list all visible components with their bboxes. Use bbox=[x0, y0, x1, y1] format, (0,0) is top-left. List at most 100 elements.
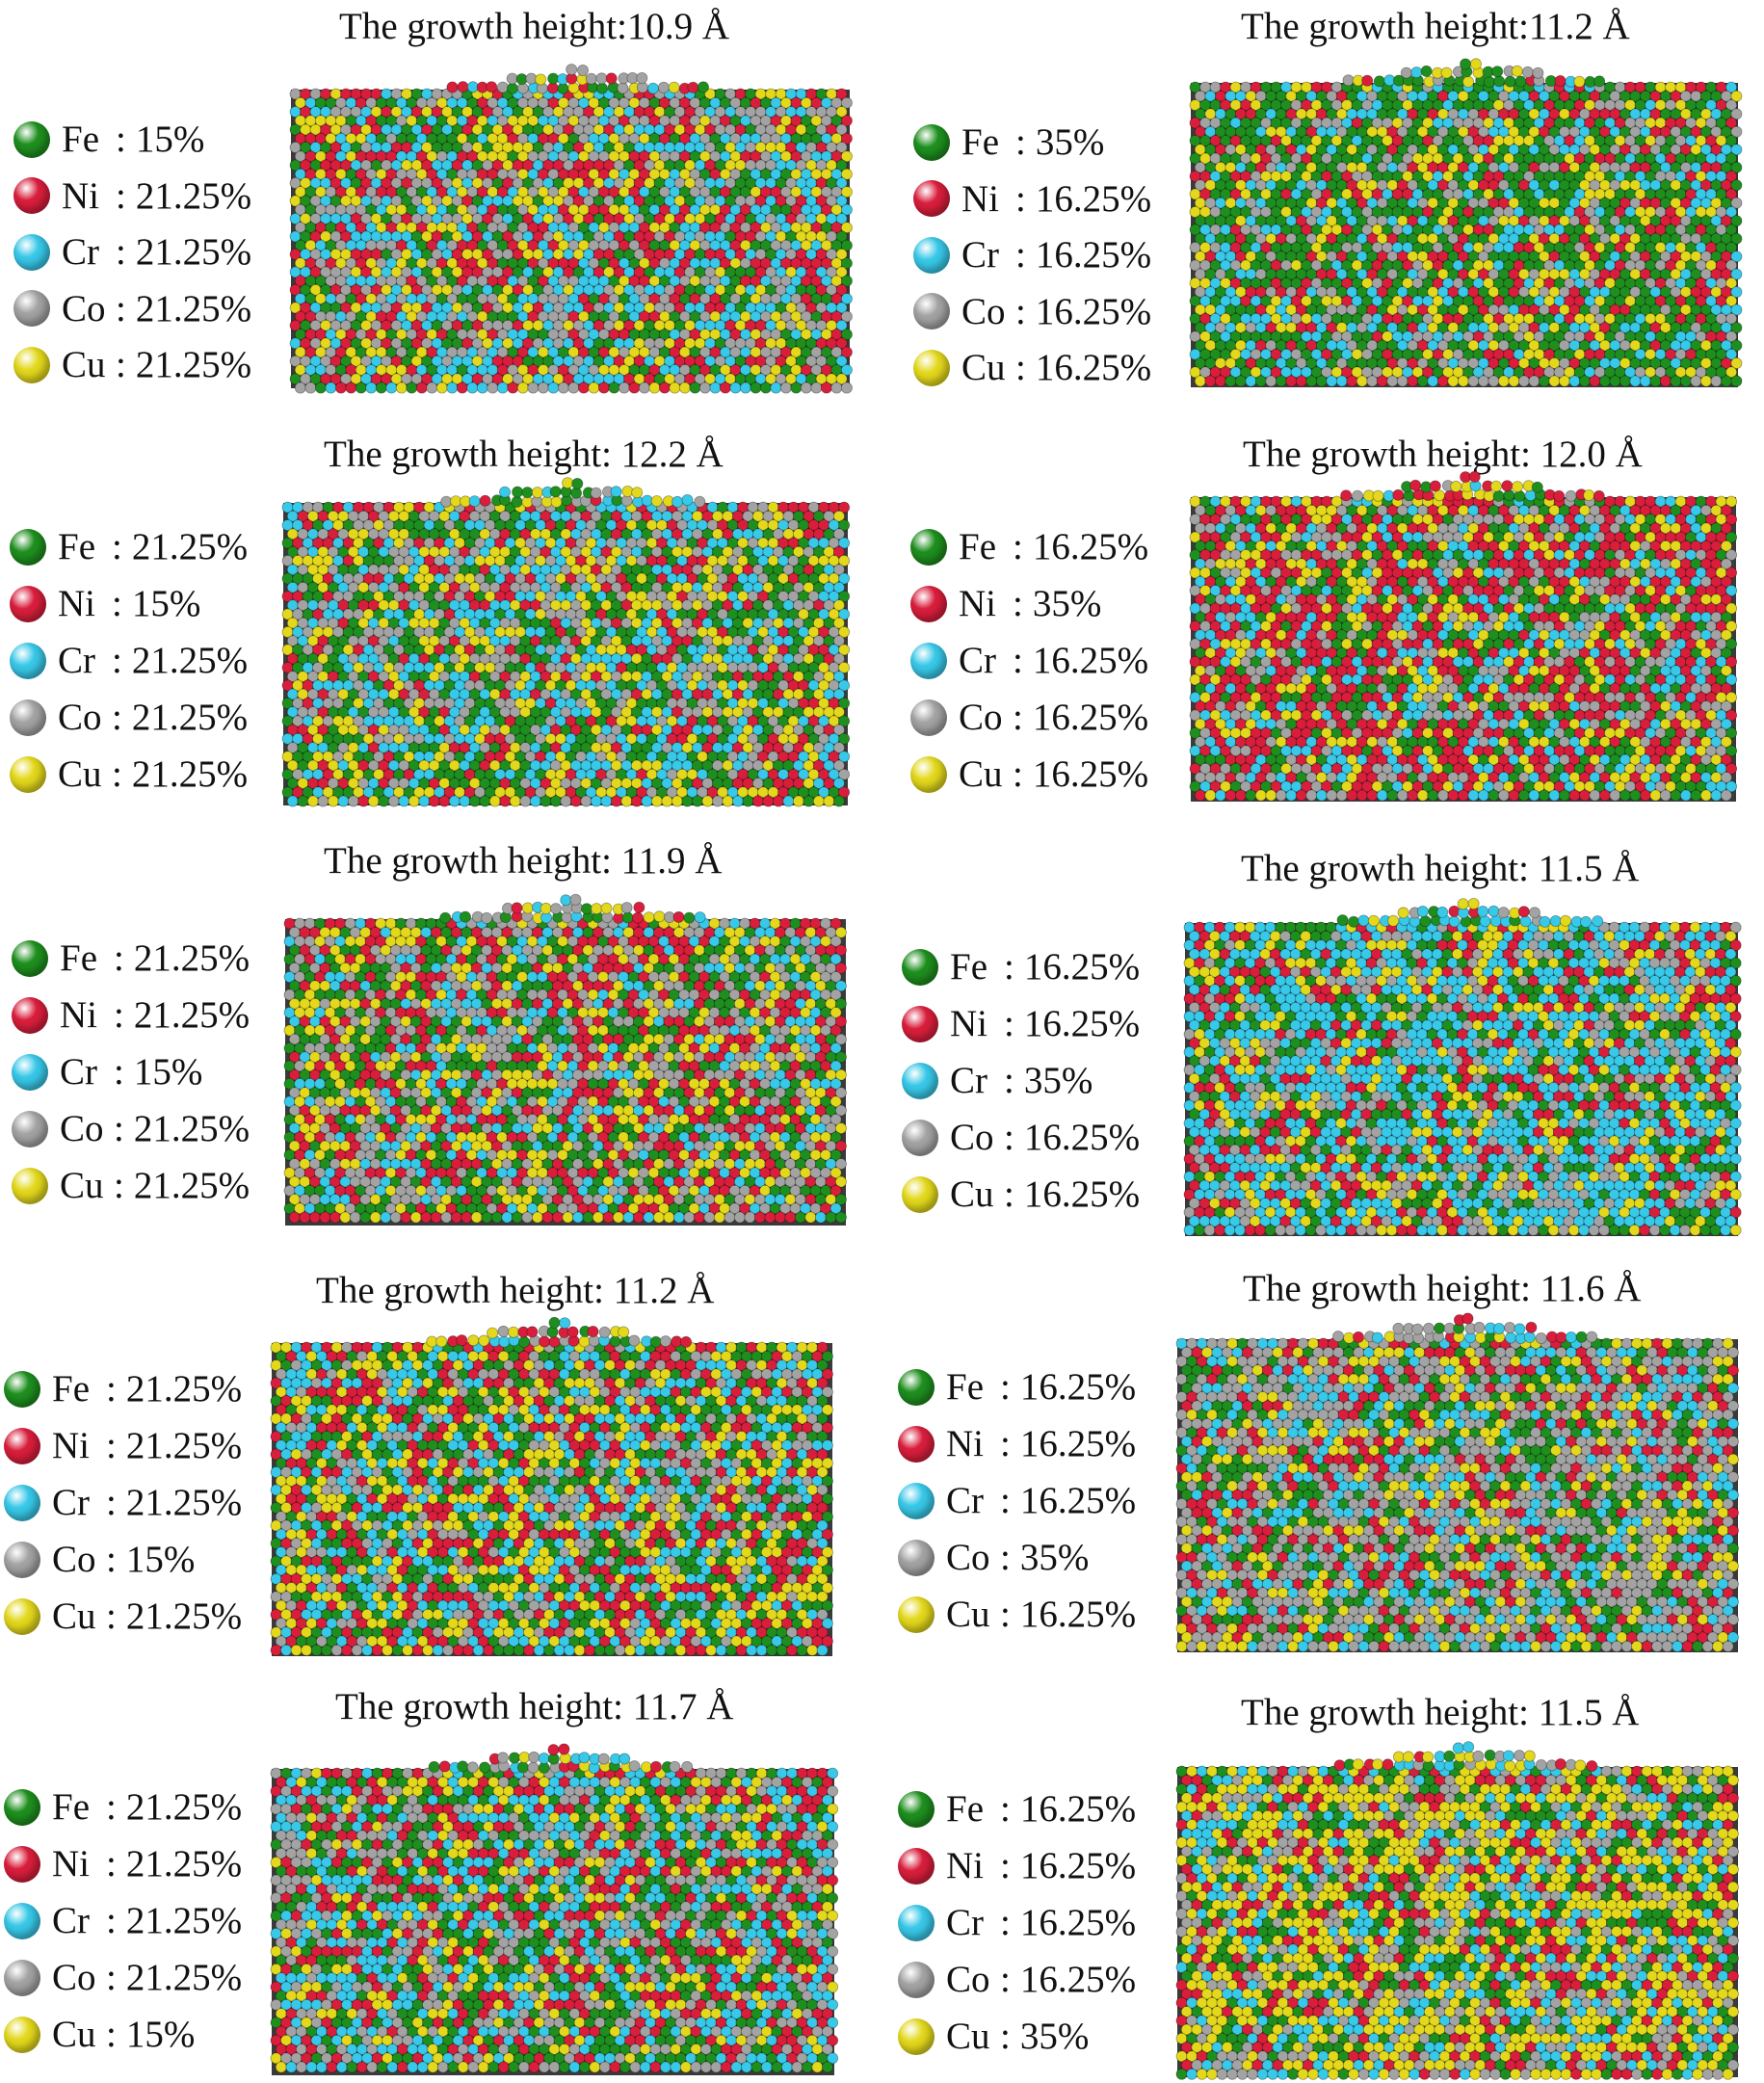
legend-item-cr: Cr:16.25% bbox=[910, 642, 1148, 679]
separator: : bbox=[112, 753, 122, 795]
legend-item-cr: Cr:16.25% bbox=[913, 236, 1151, 274]
atom-sphere-icon bbox=[910, 585, 947, 622]
element-fraction: 21.25% bbox=[125, 1900, 243, 1941]
separator: : bbox=[106, 1482, 117, 1523]
element-fraction: 21.25% bbox=[125, 1425, 243, 1466]
atom-sphere-icon bbox=[13, 346, 50, 383]
element-symbol: Cu bbox=[58, 753, 102, 795]
atom-slab-image bbox=[283, 893, 847, 1226]
separator: : bbox=[112, 526, 122, 567]
legend-item-cu: Cu:16.25% bbox=[913, 349, 1151, 386]
separator: : bbox=[112, 583, 122, 624]
element-symbol: Cr bbox=[52, 1482, 90, 1523]
element-symbol: Co bbox=[62, 287, 106, 330]
separator: : bbox=[1000, 1959, 1011, 2000]
element-fraction: 15% bbox=[125, 1539, 196, 1580]
separator: : bbox=[1000, 1594, 1011, 1635]
legend-item-ni: Ni:21.25% bbox=[12, 996, 250, 1034]
panel-title: The growth height:11.2 Å bbox=[1241, 6, 1630, 47]
legend-item-co: Co:21.25% bbox=[12, 1110, 250, 1147]
panel-title: The growth height: 11.6 Å bbox=[1243, 1268, 1642, 1309]
atom-sphere-icon bbox=[13, 177, 50, 214]
element-symbol: Cu bbox=[950, 1173, 994, 1215]
separator: : bbox=[106, 1539, 117, 1580]
atom-sphere-icon bbox=[12, 1053, 48, 1091]
legend-item-co: Co:15% bbox=[4, 1541, 195, 1578]
atom-sphere-icon bbox=[898, 1482, 935, 1519]
legend-item-ni: Ni:15% bbox=[10, 585, 200, 622]
element-symbol: Ni bbox=[52, 1843, 90, 1885]
separator: : bbox=[1004, 1173, 1014, 1215]
legend-item-cr: Cr:21.25% bbox=[4, 1484, 242, 1521]
atom-sphere-icon bbox=[4, 1597, 40, 1635]
element-symbol: Ni bbox=[62, 174, 99, 217]
legend-item-ni: Ni:21.25% bbox=[4, 1427, 242, 1464]
panel-title: The growth height: 11.7 Å bbox=[335, 1686, 734, 1727]
element-symbol: Fe bbox=[60, 937, 97, 979]
atom-sphere-icon bbox=[910, 528, 947, 566]
separator: : bbox=[1013, 697, 1023, 738]
element-fraction: 16.25% bbox=[1035, 290, 1152, 332]
atom-slab-image bbox=[270, 1316, 833, 1656]
atom-sphere-icon bbox=[4, 2016, 40, 2053]
element-fraction: 21.25% bbox=[125, 1482, 243, 1523]
separator: : bbox=[1000, 1902, 1011, 1943]
separator: : bbox=[116, 344, 126, 385]
atom-slab-image bbox=[1189, 58, 1743, 387]
element-symbol: Fe bbox=[946, 1366, 984, 1408]
element-fraction: 21.25% bbox=[125, 1786, 243, 1828]
atom-sphere-icon bbox=[4, 1370, 40, 1408]
atom-sphere-icon bbox=[4, 1788, 40, 1826]
atom-sphere-icon bbox=[898, 1425, 935, 1463]
legend-item-cu: Cu:16.25% bbox=[910, 755, 1148, 793]
element-fraction: 21.25% bbox=[133, 1165, 250, 1206]
element-symbol: Fe bbox=[961, 121, 999, 163]
element-symbol: Fe bbox=[959, 526, 996, 567]
element-fraction: 21.25% bbox=[135, 231, 252, 273]
element-fraction: 16.25% bbox=[1032, 526, 1149, 567]
legend-item-ni: Ni:21.25% bbox=[13, 177, 251, 215]
element-symbol: Fe bbox=[58, 526, 95, 567]
atom-sphere-icon bbox=[10, 699, 46, 736]
separator: : bbox=[1004, 1003, 1014, 1044]
atom-slab-image bbox=[1183, 898, 1742, 1236]
separator: : bbox=[114, 994, 124, 1036]
element-fraction: 15% bbox=[133, 1051, 203, 1093]
atom-slab-image bbox=[289, 64, 853, 394]
panel-title: The growth height: 11.5 Å bbox=[1241, 848, 1640, 889]
element-symbol: Ni bbox=[52, 1425, 90, 1466]
panel-title: The growth height: 11.9 Å bbox=[324, 840, 723, 882]
separator: : bbox=[106, 1900, 117, 1941]
legend-item-fe: Fe:16.25% bbox=[898, 1368, 1136, 1406]
separator: : bbox=[106, 1368, 117, 1410]
legend-item-fe: Fe:35% bbox=[913, 123, 1104, 161]
legend-item-co: Co:16.25% bbox=[898, 1961, 1136, 1998]
legend-item-cu: Cu:21.25% bbox=[13, 346, 251, 383]
atom-sphere-icon bbox=[898, 1595, 935, 1633]
separator: : bbox=[114, 1051, 124, 1093]
element-symbol: Ni bbox=[946, 1423, 984, 1464]
legend-item-fe: Fe:21.25% bbox=[4, 1788, 242, 1826]
separator: : bbox=[1013, 583, 1023, 624]
element-fraction: 21.25% bbox=[133, 1108, 250, 1149]
legend-item-cu: Cu:16.25% bbox=[902, 1175, 1140, 1213]
legend-item-fe: Fe:16.25% bbox=[902, 948, 1140, 986]
element-fraction: 16.25% bbox=[1019, 1788, 1137, 1830]
legend-item-cr: Cr:15% bbox=[12, 1053, 202, 1091]
legend-item-cu: Cu:21.25% bbox=[12, 1167, 250, 1204]
legend-item-fe: Fe:16.25% bbox=[910, 528, 1148, 566]
atom-sphere-icon bbox=[913, 293, 950, 330]
legend-item-fe: Fe:21.25% bbox=[10, 528, 248, 566]
separator: : bbox=[1015, 121, 1026, 163]
panel-title: The growth height: 12.0 Å bbox=[1243, 434, 1643, 475]
element-symbol: Co bbox=[959, 697, 1003, 738]
separator: : bbox=[1004, 946, 1014, 988]
legend-item-cr: Cr:21.25% bbox=[13, 233, 251, 271]
element-fraction: 16.25% bbox=[1019, 1594, 1137, 1635]
legend-item-fe: Fe:16.25% bbox=[898, 1790, 1136, 1828]
element-fraction: 16.25% bbox=[1023, 1003, 1141, 1044]
element-symbol: Ni bbox=[961, 177, 999, 220]
separator: : bbox=[1004, 1060, 1014, 1101]
element-fraction: 21.25% bbox=[135, 174, 252, 217]
legend-item-co: Co:35% bbox=[898, 1539, 1089, 1576]
